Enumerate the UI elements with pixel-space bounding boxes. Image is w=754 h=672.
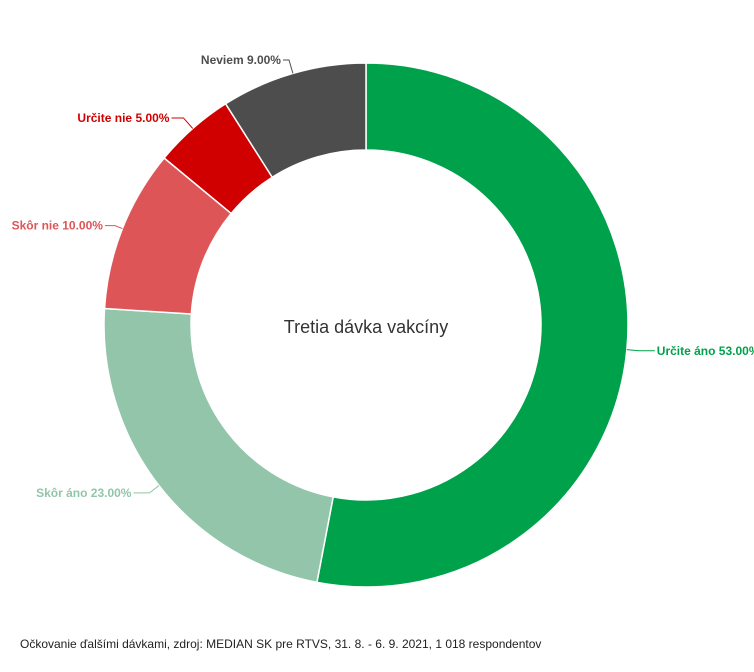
donut-chart: Určite áno 53.00% Skôr áno 23.00% Skôr nie… [12, 53, 754, 588]
slice-určite-áno[interactable] [316, 62, 629, 588]
slice-skôr-áno[interactable] [103, 307, 335, 584]
slice-label: Neviem 9.00% [201, 53, 281, 67]
leader-line [104, 225, 123, 230]
leader-lines [104, 59, 655, 494]
slice-label: Určite nie 5.00% [77, 111, 169, 125]
donut-slices [103, 62, 629, 588]
slice-label: Určite áno 53.00% [657, 344, 754, 358]
slice-label: Skôr áno 23.00% [36, 486, 132, 500]
leader-line [133, 485, 160, 494]
chart-caption: Očkovanie ďalšími dávkami, zdroj: MEDIAN… [20, 637, 542, 651]
slice-labels: Určite áno 53.00% Skôr áno 23.00% Skôr nie… [12, 53, 754, 500]
chart-title: Tretia dávka vakcíny [284, 317, 448, 337]
slice-neviem[interactable] [224, 62, 367, 179]
leader-line [171, 117, 194, 129]
leader-line [626, 349, 655, 352]
leader-line [282, 59, 294, 74]
slice-label: Skôr nie 10.00% [12, 219, 104, 233]
